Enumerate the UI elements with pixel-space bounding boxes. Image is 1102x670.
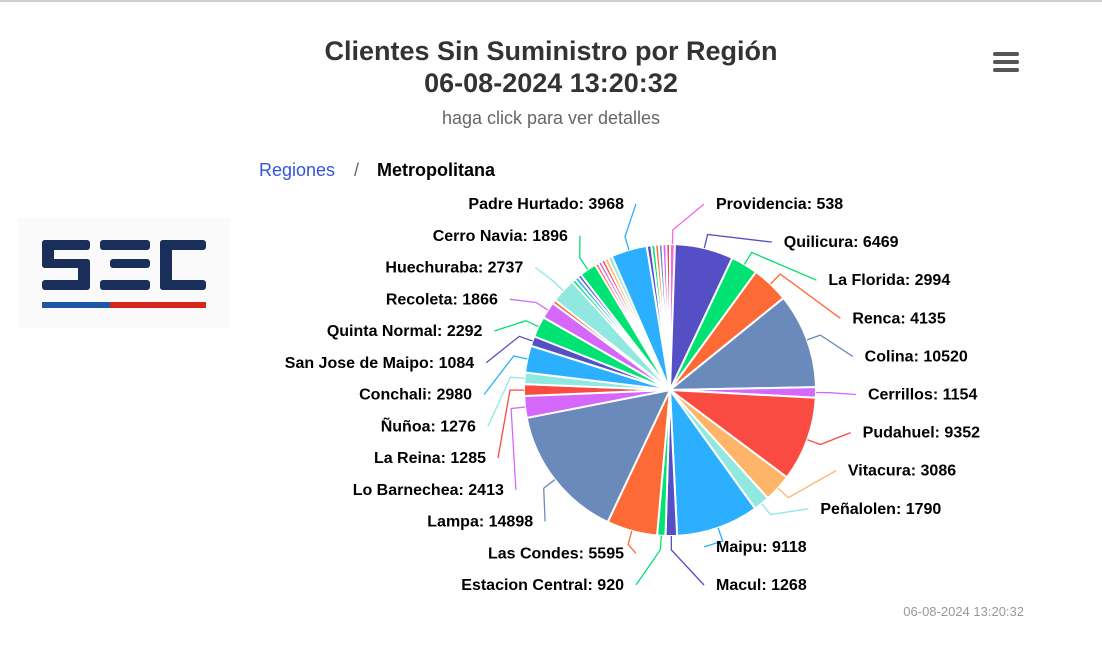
chart-title-timestamp: 06-08-2024 13:20:32 [424,68,678,98]
data-label-estacion-central: Estacion Central: 920 [461,577,624,594]
connector-penalolen [761,503,809,516]
data-label-lampa: Lampa: 14898 [427,514,533,531]
connector-la-florida [743,251,817,281]
connector-colina [806,334,854,357]
chart-credits-timestamp: 06-08-2024 13:20:32 [903,604,1024,619]
chart-title: Clientes Sin Suministro por Región [324,36,778,66]
data-label-huechuraba: Huechuraba: 2737 [385,260,523,277]
data-label-lo-barnechea: Lo Barnechea: 2413 [353,482,504,499]
breadcrumb-separator: / [354,160,360,180]
connector-renca [770,273,841,319]
connector-las-condes [627,530,637,554]
chart-subtitle: haga click para ver detalles [441,108,661,128]
connector-lampa [543,479,556,522]
data-label-vitacura: Vitacura: 3086 [848,463,956,480]
connector-san-jose-de-maipo [485,335,533,364]
connector-quinta-normal [494,320,539,332]
connector-recoleta [509,298,549,311]
connector-maipu [703,527,724,548]
hamburger-menu-icon[interactable] [990,48,1022,76]
pie-slice-pudahuel[interactable] [669,389,817,479]
data-label-la-reina: La Reina: 1285 [374,450,486,467]
data-label-quilicura: Quilicura: 6469 [784,234,899,251]
connector-conchali [483,355,528,395]
data-label-las-condes: Las Condes: 5595 [488,545,624,562]
pie-slice-maipu[interactable] [669,389,757,537]
data-label-san-jose-de-maipo: San Jose de Maipo: 1084 [285,355,475,372]
data-label-maipu: Maipu: 9118 [716,539,807,556]
connector-vitacura [777,470,837,499]
data-label-cerrillos: Cerrillos: 1154 [868,387,978,404]
connector-macul [670,535,705,586]
breadcrumb-current: Metropolitana [377,160,496,180]
data-label-pudahuel: Pudahuel: 9352 [863,425,980,442]
data-label-penalolen: Peñalolen: 1790 [820,501,941,518]
sec-logo [18,218,230,328]
connector-nunoa [487,376,525,427]
data-label-recoleta: Recoleta: 1866 [386,291,498,308]
data-label-nunoa: Ñuñoa: 1276 [381,415,476,435]
connector-estacion-central [635,535,662,586]
top-divider [0,0,1102,2]
connector-cerro-navia [579,235,589,270]
data-label-macul: Macul: 1268 [716,577,807,594]
breadcrumb-regiones-link[interactable]: Regiones [259,160,336,180]
connector-cerrillos [815,391,856,396]
connector-providencia [671,203,705,245]
pie-slice-unlabeled[interactable] [665,243,671,391]
data-label-providencia: Providencia: 538 [716,196,843,213]
connector-la-reina [497,389,524,459]
data-label-renca: Renca: 4135 [852,310,945,327]
connector-lo-barnechea [510,406,526,490]
data-label-cerro-navia: Cerro Navia: 1896 [433,228,568,245]
data-label-la-florida: La Florida: 2994 [828,272,950,289]
connector-quilicura [703,233,772,249]
data-label-conchali: Conchali: 2980 [359,387,472,404]
pie-slice-lampa[interactable] [525,389,671,524]
data-label-padre-hurtado: Padre Hurtado: 3968 [468,196,624,213]
connector-padre-hurtado [624,203,637,251]
connector-pudahuel [807,431,851,446]
data-label-quinta-normal: Quinta Normal: 2292 [327,323,483,340]
connector-huechuraba [534,266,564,291]
data-label-colina: Colina: 10520 [865,348,968,365]
